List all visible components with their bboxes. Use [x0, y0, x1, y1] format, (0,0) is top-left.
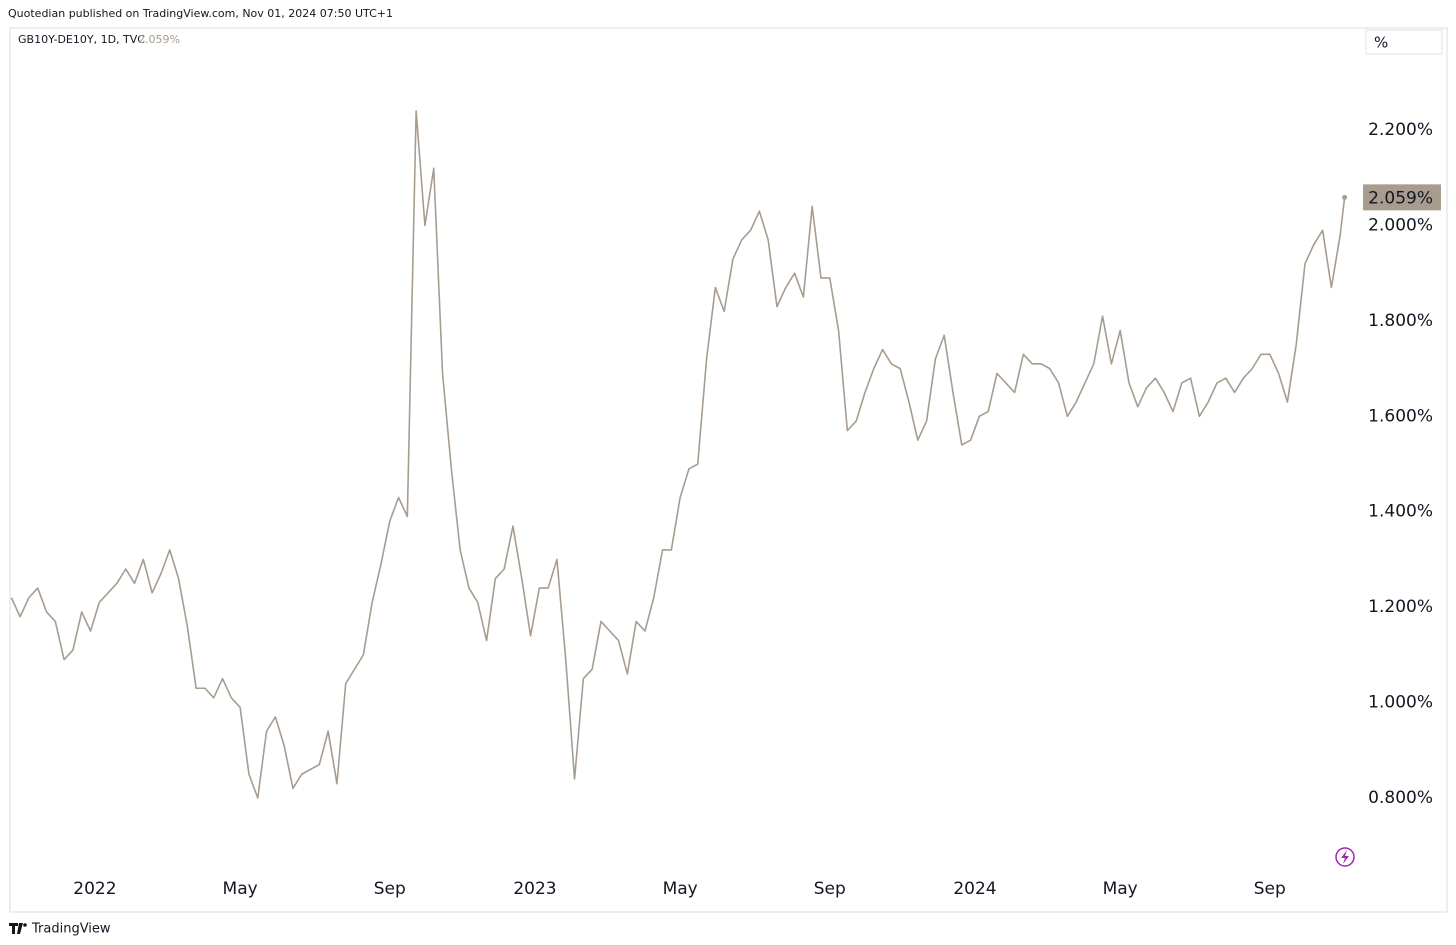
x-tick-label: 2024: [953, 879, 996, 899]
publisher-note: Quotedian published on TradingView.com, …: [8, 7, 393, 20]
x-tick-label: 2023: [513, 879, 556, 899]
unit-button-label[interactable]: %: [1374, 34, 1388, 52]
legend-last-value: 2.059%: [138, 33, 180, 46]
last-point: [1342, 194, 1348, 200]
last-value-badge: [1363, 184, 1441, 211]
y-tick-label: 2.000%: [1368, 216, 1433, 236]
replay-icon[interactable]: [1335, 847, 1355, 867]
footer-logo: [9, 923, 27, 934]
y-tick-label: 1.400%: [1368, 502, 1433, 522]
last-value-label: 2.059%: [1368, 188, 1433, 208]
footer-brand: TradingView: [31, 922, 111, 937]
unit-button[interactable]: [1365, 29, 1443, 55]
price-line: [10, 110, 1346, 799]
y-tick-label: 1.600%: [1368, 406, 1433, 426]
x-tick-label: Sep: [374, 879, 406, 899]
y-tick-label: 1.200%: [1368, 597, 1433, 617]
y-tick-label: 2.200%: [1368, 120, 1433, 140]
x-tick-label: May: [223, 879, 258, 899]
chart-frame: [9, 27, 1448, 913]
y-tick-label: 1.000%: [1368, 693, 1433, 713]
x-tick-label: May: [663, 879, 698, 899]
x-tick-label: Sep: [1254, 879, 1286, 899]
x-tick-label: 2022: [73, 879, 116, 899]
x-tick-label: Sep: [814, 879, 846, 899]
x-tick-label: May: [1103, 879, 1138, 899]
y-tick-label: 0.800%: [1368, 788, 1433, 808]
y-tick-label: 1.800%: [1368, 311, 1433, 331]
legend-series-name: GB10Y-DE10Y, 1D, TVC: [18, 33, 145, 46]
